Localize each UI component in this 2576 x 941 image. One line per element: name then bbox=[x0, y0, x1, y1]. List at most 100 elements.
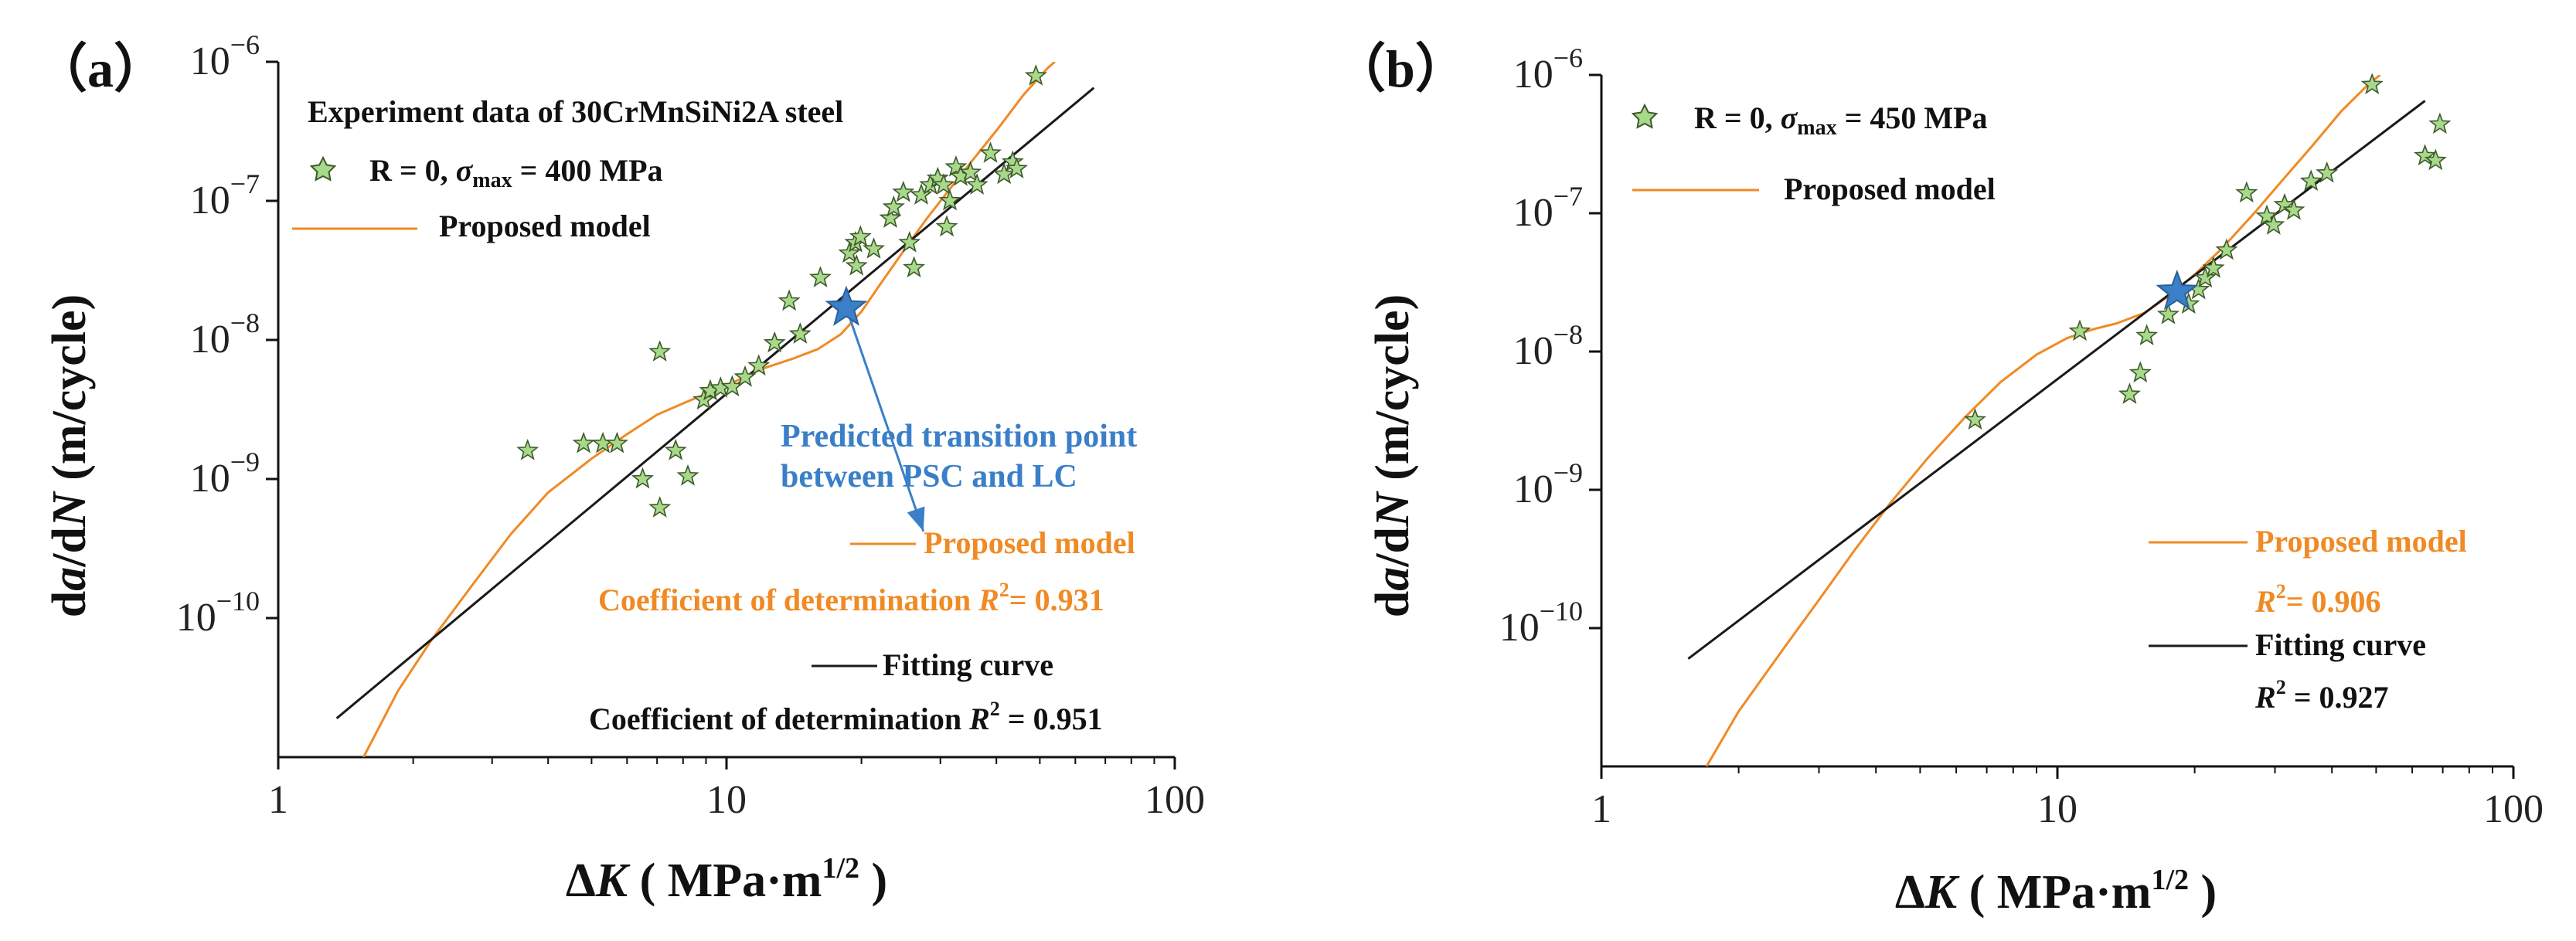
panel-a-fitting-r2: Coefficient of determination R2 = 0.951 bbox=[589, 698, 1103, 736]
panel-b-ytick-label: 10−7 bbox=[1513, 181, 1583, 235]
panel-a-data-point bbox=[944, 155, 968, 177]
panel-b-proposed-r2: R2= 0.906 bbox=[2254, 580, 2380, 619]
panel-a-proposed-r2: Coefficient of determination R2= 0.931 bbox=[598, 579, 1104, 617]
panel-a-legend-proposed: Proposed model bbox=[439, 209, 651, 243]
panel-b-data-point bbox=[2156, 302, 2180, 324]
panel-a-ytick-label: 10−6 bbox=[190, 29, 260, 83]
panel-b-data-point bbox=[2129, 361, 2152, 383]
panel-b-data-point bbox=[2424, 148, 2447, 171]
panel-a-ytick-label: 10−9 bbox=[190, 447, 260, 501]
panel-a-data-point bbox=[935, 215, 958, 237]
panel-a-data-point bbox=[879, 206, 902, 228]
panel-a-ytick-label: 10−10 bbox=[176, 586, 260, 640]
panel-b-ytick-label: 10−6 bbox=[1513, 42, 1583, 97]
panel-a-transition-text-1: Predicted transition point bbox=[781, 419, 1137, 454]
panel-a-data-point bbox=[648, 340, 672, 362]
panel-a-data-point bbox=[778, 289, 801, 311]
panel-a-label: （a） bbox=[35, 39, 166, 98]
panel-a-proposed-label: Proposed model bbox=[924, 525, 1135, 560]
panel-a-plot: 1 10 100 10−10 10−9 10−8 10−7 10−6 bbox=[176, 29, 1205, 822]
panel-b-data-point bbox=[1963, 408, 1987, 430]
panel-b-data-point bbox=[2316, 161, 2339, 183]
panel-b-fitting-curve-line bbox=[1687, 100, 2426, 660]
panel-a-data-point bbox=[959, 161, 982, 182]
panel-a-data-point bbox=[845, 254, 868, 276]
panel-a-data-point bbox=[664, 439, 687, 460]
panel-a: （a） 1 10 100 10−10 10−9 10−8 10−7 10−6 da/dN (m… bbox=[35, 29, 1205, 907]
panel-a-data-point bbox=[978, 141, 1002, 163]
panel-a-data-point bbox=[938, 189, 961, 211]
panel-a-data-point bbox=[849, 225, 872, 247]
panel-a-data-point bbox=[605, 431, 628, 454]
panel-a-data-point bbox=[676, 464, 699, 486]
panel-a-data-point bbox=[903, 256, 926, 278]
panel-a-data-point bbox=[788, 322, 812, 344]
panel-b-data-point bbox=[2273, 192, 2296, 215]
panel-b-data-point bbox=[2202, 256, 2225, 278]
panel-a-xlabel: ΔK ( MPa·m1/2 ) bbox=[566, 852, 887, 907]
panel-a-title-annotation: Experiment data of 30CrMnSiNi2A steel bbox=[308, 94, 843, 129]
panel-a-data-point bbox=[1024, 64, 1047, 86]
panel-a-xtick-label: 1 bbox=[268, 778, 288, 822]
panel-b-legend-marker bbox=[1631, 103, 1659, 129]
panel-a-ytick-label: 10−7 bbox=[190, 168, 260, 223]
panel-a-fitting-curve-line bbox=[335, 87, 1095, 719]
panel-b-data-point bbox=[2255, 204, 2278, 226]
panel-b-data-point bbox=[2215, 238, 2238, 260]
panel-a-data-point bbox=[992, 162, 1016, 185]
panel-a-data-point bbox=[910, 183, 933, 205]
panel-b-data-point bbox=[2193, 266, 2217, 288]
panel-b-transition-point bbox=[2156, 269, 2199, 311]
panel-b-proposed-model-line bbox=[1705, 75, 2381, 766]
panel-a-data-point bbox=[892, 180, 915, 202]
panel-a-ytick-label: 10−8 bbox=[190, 307, 260, 362]
panel-a-data-point bbox=[932, 173, 955, 195]
panel-b-data-point bbox=[2068, 319, 2091, 341]
panel-b-data-point bbox=[2135, 324, 2159, 345]
panel-a-proposed-model-line bbox=[362, 62, 1056, 757]
panel-a-data-point bbox=[965, 173, 989, 195]
panel-a-data-point bbox=[516, 439, 539, 460]
panel-b-ytick-label: 10−10 bbox=[1499, 596, 1583, 650]
panel-b-ylabel: da/dN (m/cycle) bbox=[1366, 294, 1419, 617]
panel-a-data-point bbox=[838, 241, 861, 263]
panel-a-data-point bbox=[572, 431, 595, 454]
panel-b-xlabel: ΔK ( MPa·m1/2 ) bbox=[1895, 864, 2217, 919]
panel-b-fitting-label: Fitting curve bbox=[2255, 627, 2426, 662]
panel-a-xtick-label: 10 bbox=[706, 778, 747, 822]
panel-a-data-point bbox=[1005, 157, 1029, 178]
panel-a-fitting-label: Fitting curve bbox=[883, 647, 1053, 682]
panel-b-data-point bbox=[2282, 198, 2305, 220]
panel-a-transition-text-2: between PSC and LC bbox=[781, 459, 1077, 494]
panel-b-ytick-label: 10−8 bbox=[1513, 319, 1583, 373]
panel-a-data-point bbox=[631, 467, 655, 489]
panel-b-fitting-r2: R2 = 0.927 bbox=[2254, 676, 2388, 715]
panel-b-xtick-label: 1 bbox=[1591, 787, 1611, 831]
panel-b-data-point bbox=[2360, 73, 2384, 94]
panel-b-xtick-label: 10 bbox=[2037, 787, 2077, 831]
panel-b-data-point bbox=[2428, 112, 2452, 134]
panel-b-data-point bbox=[2262, 213, 2285, 235]
panel-a-data-point bbox=[862, 237, 886, 259]
panel-b-ytick-label: 10−9 bbox=[1513, 457, 1583, 511]
panel-a-transition-point bbox=[825, 285, 868, 326]
panel-b: （b） 1 10 100 10−10 10−9 10−8 10−7 10−6 da/dN (m… bbox=[1333, 39, 2544, 919]
panel-a-ylabel: da/dN (m/cycle) bbox=[43, 294, 96, 617]
panel-b-data-point bbox=[2235, 181, 2258, 203]
panel-a-data-point bbox=[898, 230, 921, 253]
panel-a-transition-arrowhead bbox=[907, 506, 925, 532]
panel-a-transition-arrow bbox=[845, 307, 925, 532]
panel-b-legend-series: R = 0, σmax = 450 MPa bbox=[1694, 100, 1988, 140]
panel-b-label: （b） bbox=[1333, 39, 1468, 98]
panel-a-data-point bbox=[747, 354, 771, 376]
panel-a-data-point bbox=[882, 195, 905, 217]
panel-a-legend-marker bbox=[309, 155, 337, 182]
panel-a-legend-series: R = 0, σmax = 400 MPa bbox=[369, 153, 663, 192]
panel-a-data-point bbox=[763, 331, 786, 353]
panel-b-xtick-label: 100 bbox=[2483, 787, 2544, 831]
panel-b-data-point bbox=[2118, 382, 2141, 404]
panel-b-data-point bbox=[2414, 144, 2437, 166]
panel-a-data-point bbox=[648, 496, 672, 518]
panel-b-legend-proposed: Proposed model bbox=[1784, 172, 1996, 206]
